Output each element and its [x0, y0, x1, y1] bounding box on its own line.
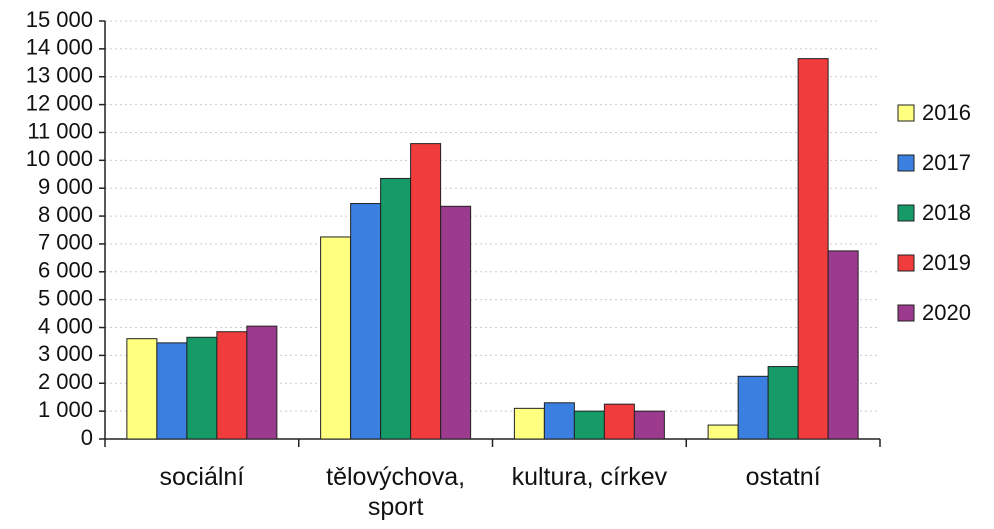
- bar: [543, 402, 575, 440]
- legend-label: 2018: [922, 200, 971, 225]
- y-tick-label: 3 000: [38, 341, 93, 366]
- bar: [410, 143, 442, 440]
- legend-label: 2016: [922, 100, 971, 125]
- bar: [573, 410, 605, 440]
- y-tick-label: 7 000: [38, 230, 93, 255]
- legend-swatch: [897, 254, 915, 272]
- y-tick-label: 4 000: [38, 313, 93, 338]
- y-tick-label: 1 000: [38, 397, 93, 422]
- bar: [707, 424, 739, 440]
- bar: [156, 342, 188, 440]
- bar: [320, 236, 352, 440]
- y-tick-label: 10 000: [26, 146, 93, 171]
- y-tick-label: 6 000: [38, 258, 93, 283]
- y-tick-label: 8 000: [38, 202, 93, 227]
- x-tick-label: kultura, církev: [511, 463, 668, 491]
- y-tick-label: 5 000: [38, 285, 93, 310]
- y-tick-label: 12 000: [26, 90, 93, 115]
- bar: [827, 250, 859, 440]
- y-tick-label: 15 000: [26, 7, 93, 32]
- legend-label: 2017: [922, 150, 971, 175]
- bar: [737, 375, 769, 440]
- legend-label: 2019: [922, 250, 971, 275]
- legend-swatch: [897, 104, 915, 122]
- bar: [513, 407, 545, 440]
- bar: [440, 205, 472, 440]
- legend-swatch: [897, 304, 915, 322]
- bar: [126, 338, 158, 440]
- bar: [216, 331, 248, 440]
- bar: [350, 203, 382, 440]
- bar: [380, 177, 412, 440]
- y-tick-label: 14 000: [26, 35, 93, 60]
- bar: [767, 366, 799, 440]
- y-tick-label: 2 000: [38, 369, 93, 394]
- y-tick-label: 11 000: [27, 118, 93, 143]
- bar: [186, 336, 218, 440]
- bar: [633, 410, 665, 440]
- y-tick-label: 9 000: [38, 174, 93, 199]
- x-tick-label: sociální: [159, 463, 245, 491]
- x-tick-label: tělovýchova, sport: [326, 463, 466, 521]
- x-tick-label: ostatní: [745, 463, 821, 491]
- bar: [246, 325, 278, 440]
- y-tick-label: 0: [81, 425, 93, 450]
- legend-swatch: [897, 154, 915, 172]
- legend-swatch: [897, 204, 915, 222]
- bar: [603, 403, 635, 440]
- bar: [797, 58, 829, 440]
- legend-label: 2020: [922, 300, 971, 325]
- y-tick-label: 13 000: [26, 63, 93, 88]
